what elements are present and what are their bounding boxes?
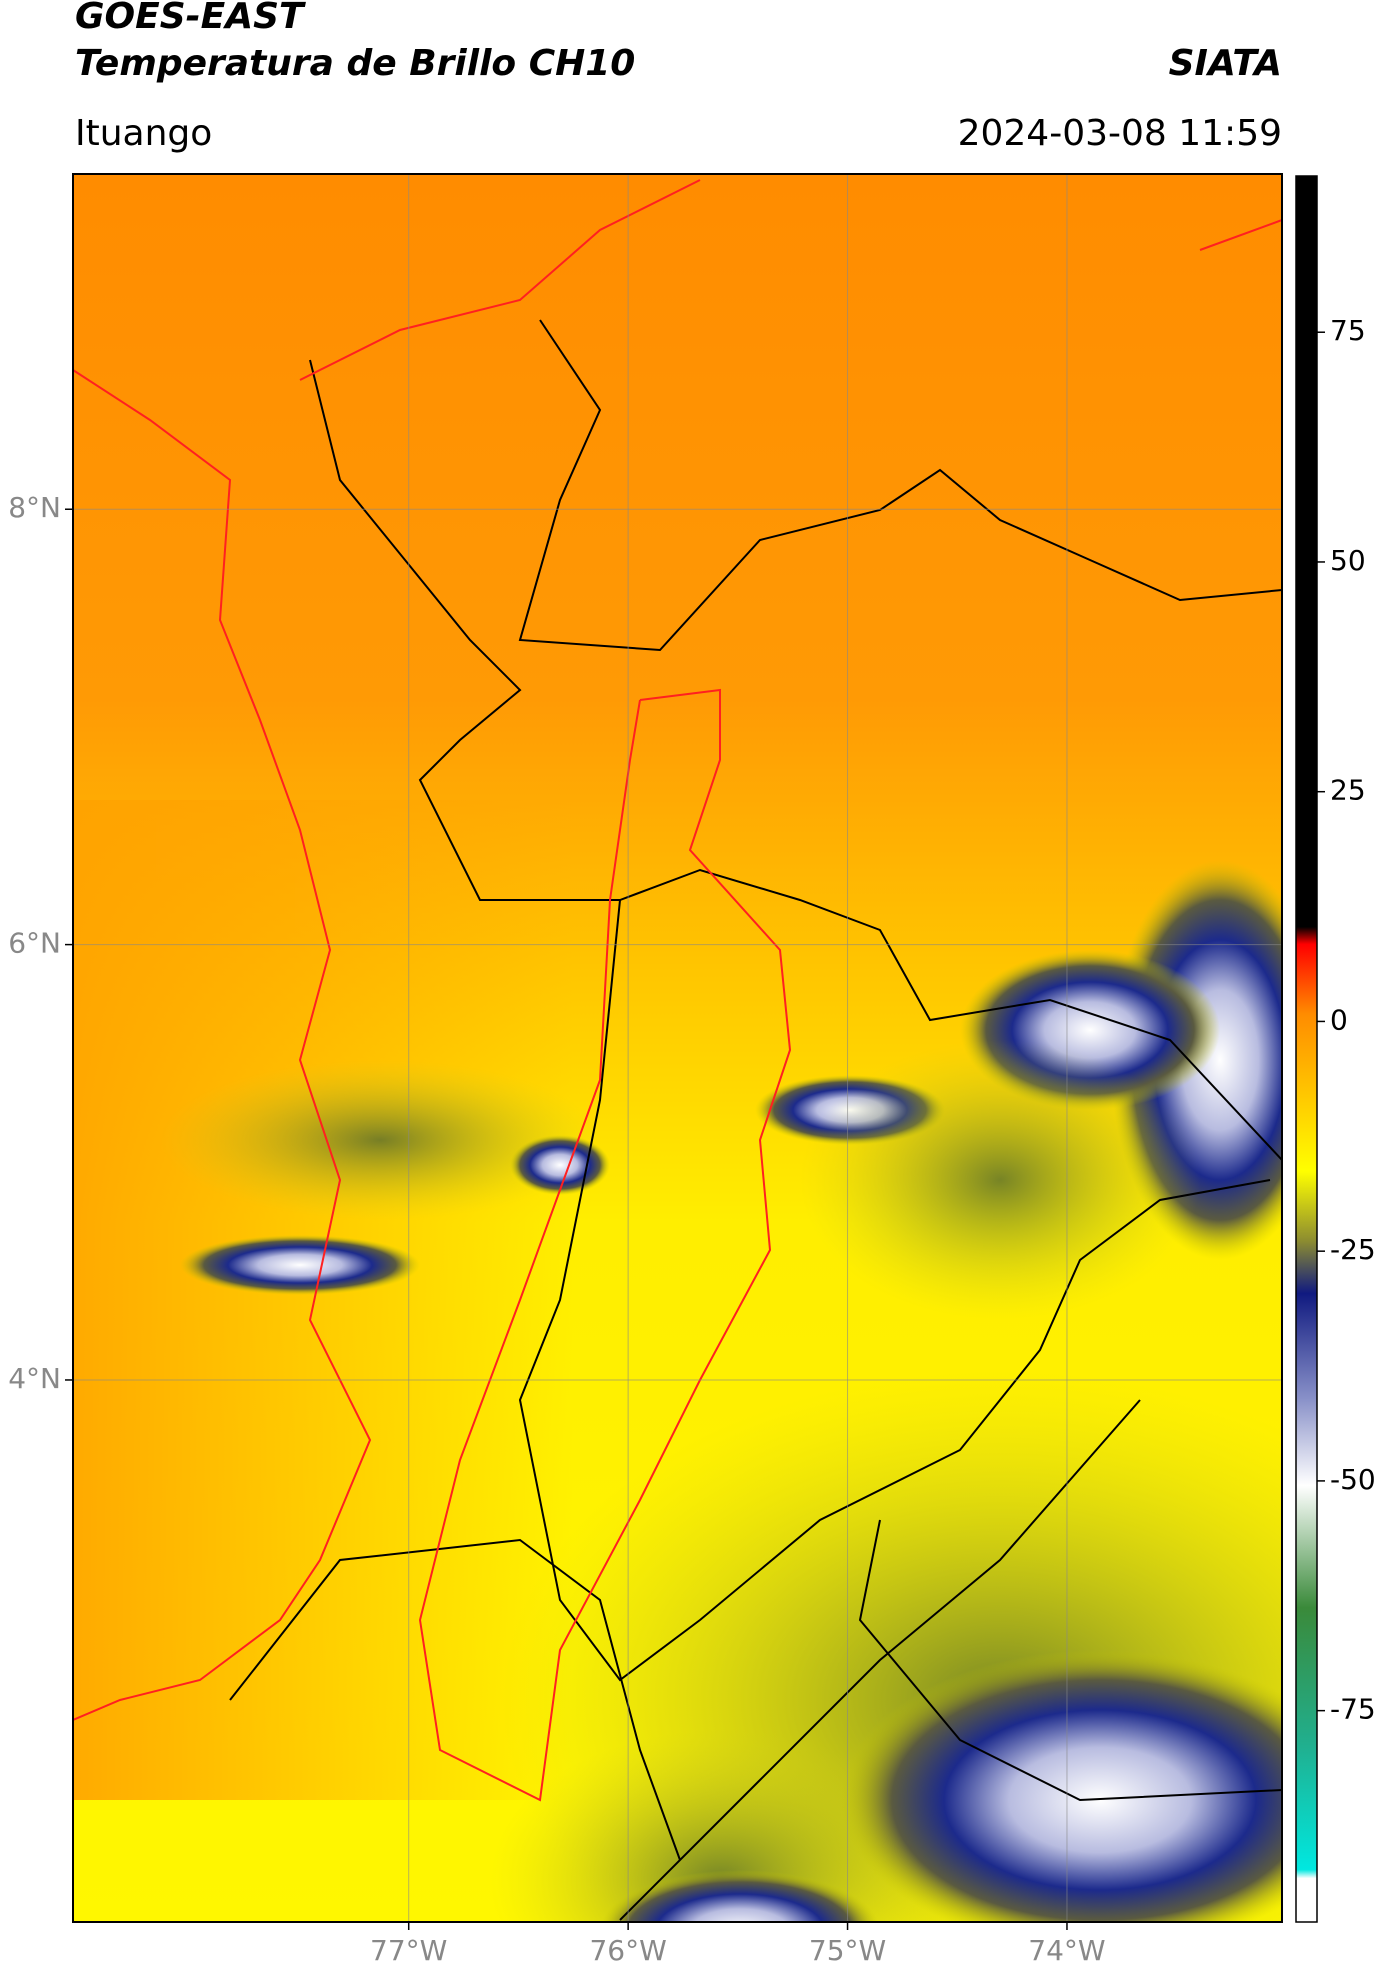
colorbar-tick-label: -75 <box>1330 1693 1376 1726</box>
colorbar-tick-label: -25 <box>1330 1233 1376 1266</box>
colorbar <box>1295 175 1318 1923</box>
colorbar-tick-label: 50 <box>1330 544 1366 577</box>
colorbar-tick-label: 75 <box>1330 314 1366 347</box>
x-tick-label: 77°W <box>370 1934 447 1967</box>
map-image <box>73 174 1282 1922</box>
y-tick-label: 8°N <box>8 491 61 524</box>
x-tick-label: 76°W <box>589 1934 666 1967</box>
location: Ituango <box>75 113 212 154</box>
title: GOES-EAST <box>75 0 306 37</box>
colorbar-tick-label: -50 <box>1330 1463 1376 1496</box>
source: SIATA <box>1169 43 1282 84</box>
colorbar-tick-label: 0 <box>1330 1003 1348 1036</box>
colorbar-tick-label: 25 <box>1330 774 1366 807</box>
y-tick-label: 6°N <box>8 927 61 960</box>
y-tick-label: 4°N <box>8 1362 61 1395</box>
map-frame <box>72 173 1283 1923</box>
datetime: 2024-03-08 11:59 <box>958 113 1282 154</box>
grid <box>73 174 1282 1922</box>
subtitle: Temperatura de Brillo CH10 <box>75 43 635 84</box>
x-tick-label: 75°W <box>809 1934 886 1967</box>
x-tick-label: 74°W <box>1028 1934 1105 1967</box>
